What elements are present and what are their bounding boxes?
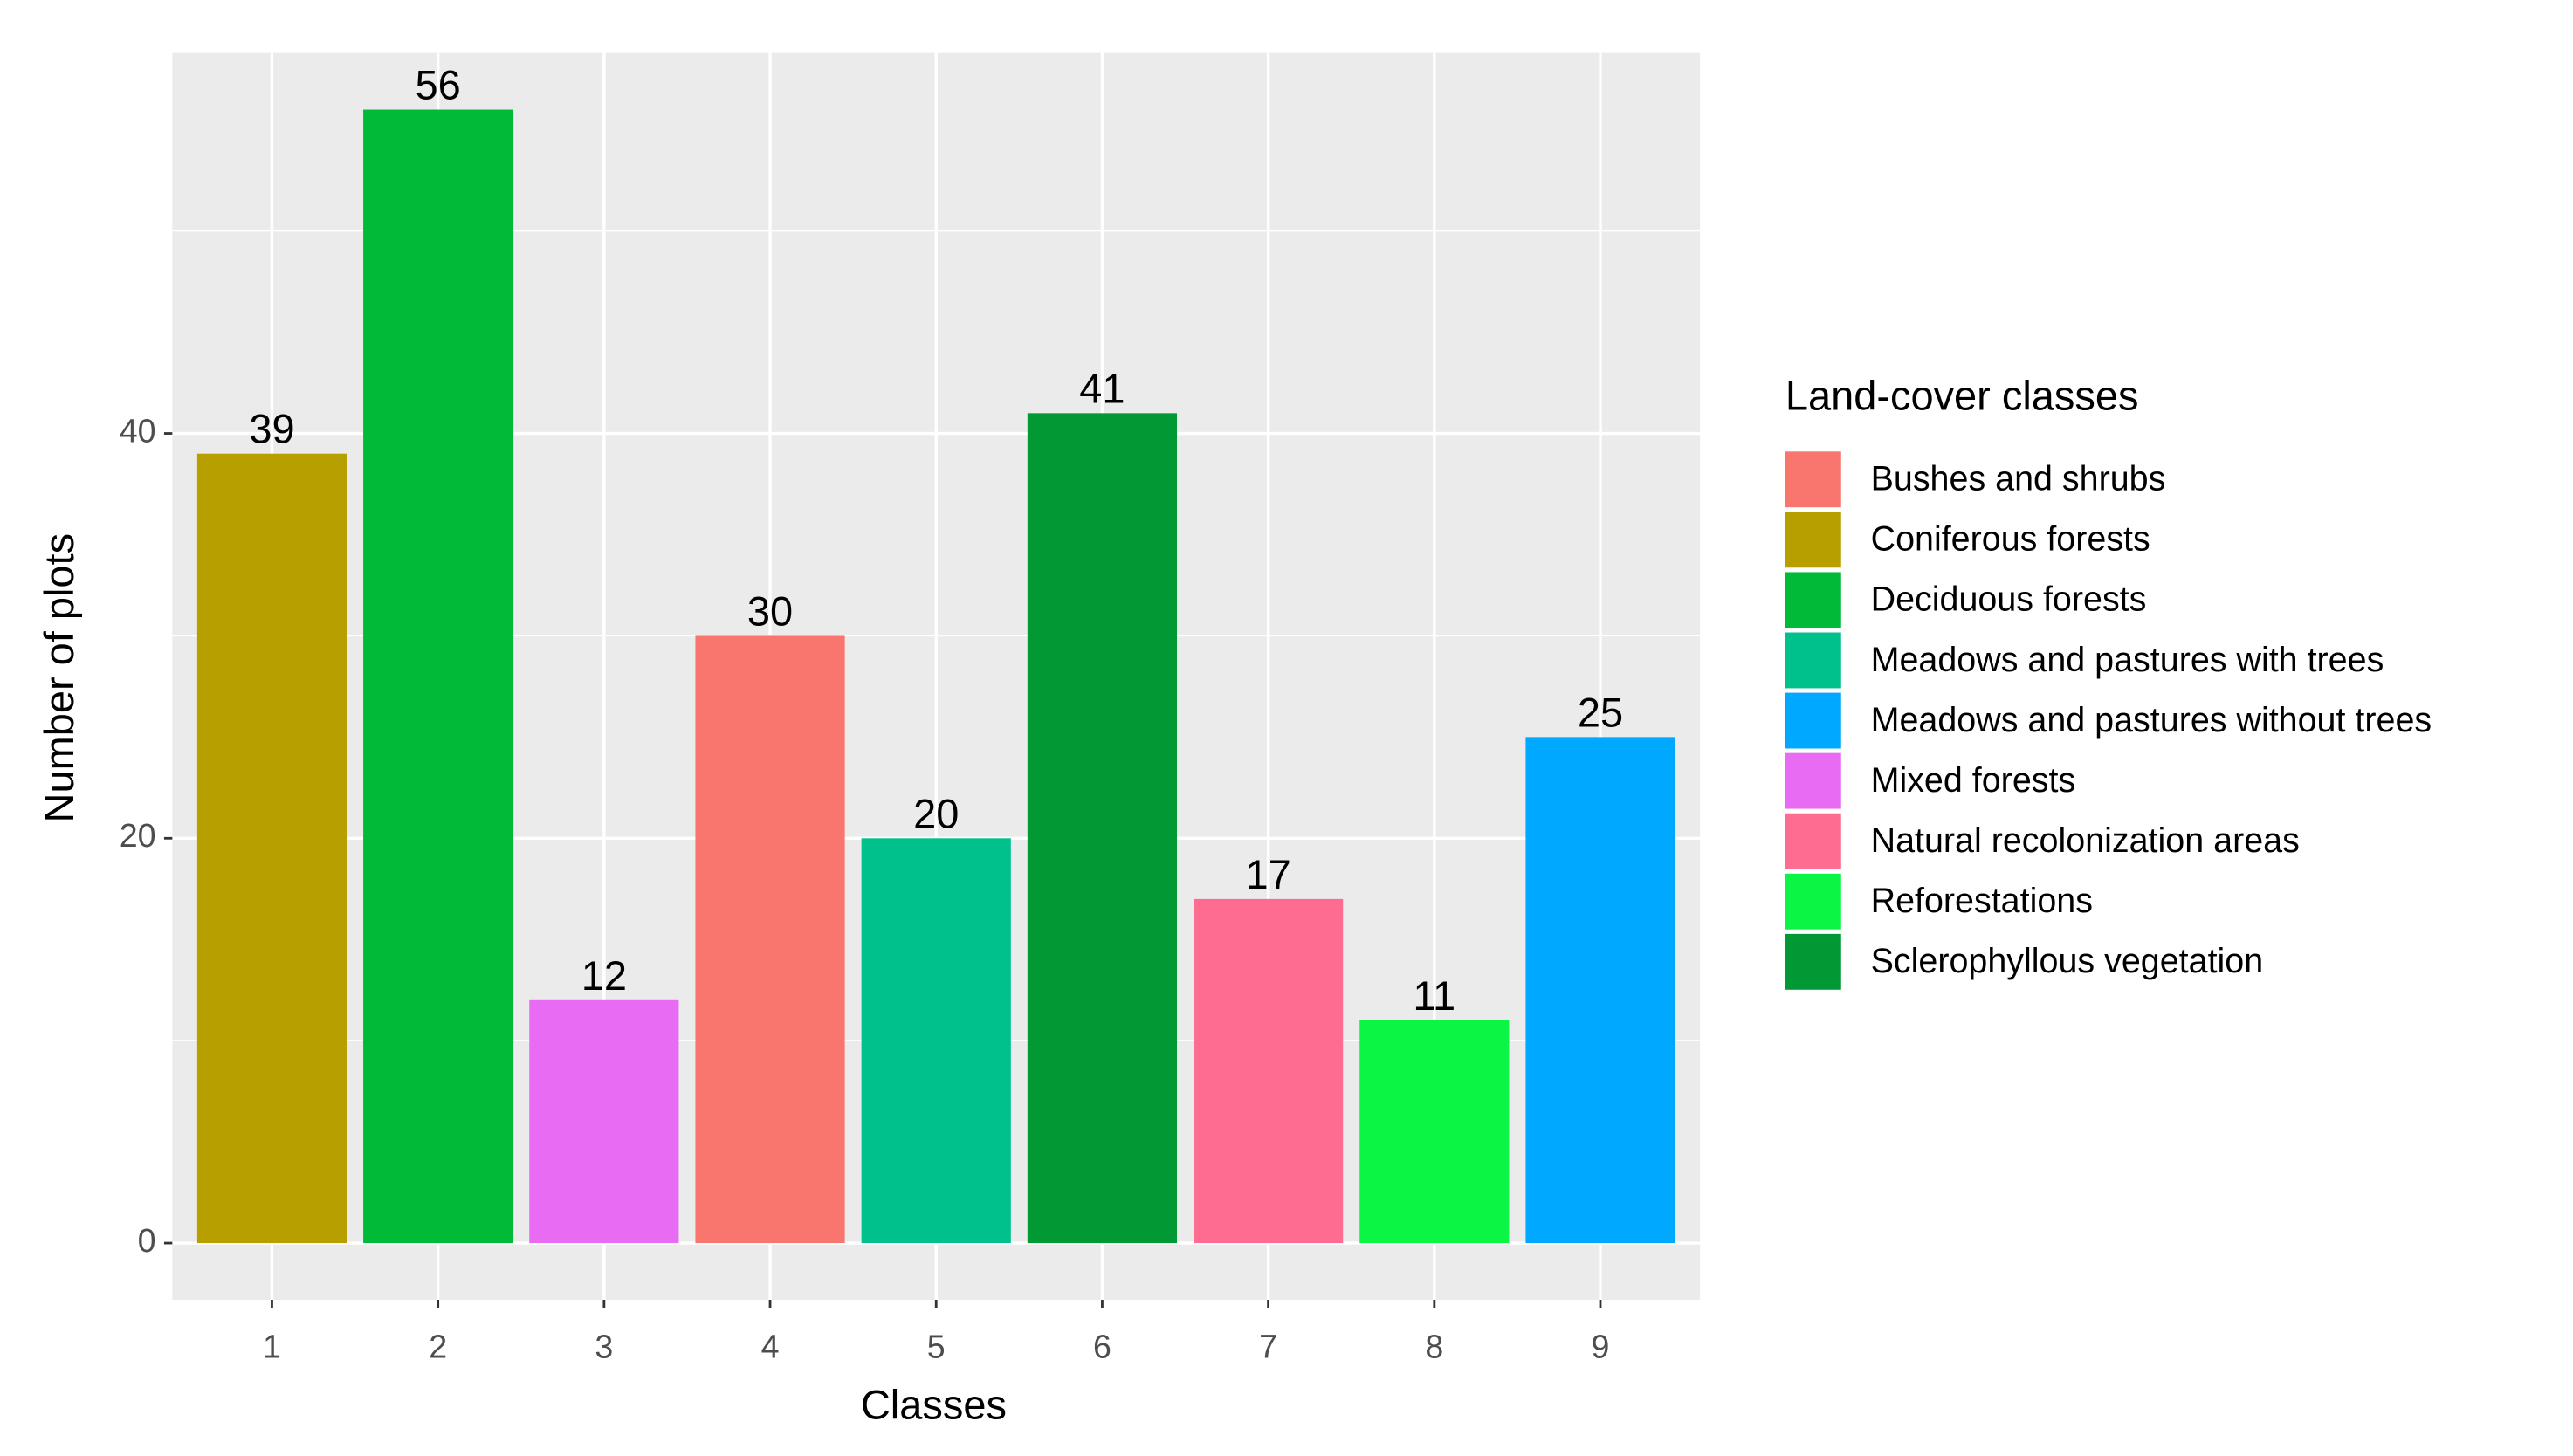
legend-key <box>1785 692 1841 749</box>
x-tick-label: 1 <box>263 1328 281 1364</box>
bar <box>1525 737 1675 1244</box>
y-tick-label: 40 <box>120 412 156 449</box>
legend-key <box>1785 813 1841 869</box>
legend-key <box>1785 451 1841 508</box>
legend-label: Reforestations <box>1871 882 2093 920</box>
y-axis-title: Number of plots <box>36 533 82 823</box>
legend-label: Meadows and pastures with trees <box>1871 641 2384 679</box>
value-label: 12 <box>581 952 627 999</box>
x-tick-label: 5 <box>927 1328 946 1364</box>
legend-key <box>1785 873 1841 930</box>
bar <box>196 453 347 1244</box>
bar <box>695 635 845 1244</box>
legend-key <box>1785 512 1841 568</box>
x-tick-label: 6 <box>1093 1328 1111 1364</box>
legend-key <box>1785 572 1841 628</box>
legend-key <box>1785 632 1841 689</box>
legend-label: Deciduous forests <box>1871 580 2147 619</box>
bar <box>1027 413 1178 1244</box>
value-label: 39 <box>249 406 294 452</box>
legend-label: Meadows and pastures without trees <box>1871 701 2432 739</box>
x-tick-label: 9 <box>1592 1328 1610 1364</box>
value-label: 20 <box>913 790 959 836</box>
legend-label: Mixed forests <box>1871 761 2076 800</box>
legend-label: Coniferous forests <box>1871 520 2150 559</box>
x-tick-label: 2 <box>429 1328 447 1364</box>
x-tick-label: 8 <box>1425 1328 1443 1364</box>
x-tick-label: 4 <box>761 1328 780 1364</box>
y-tick-label: 20 <box>120 817 156 854</box>
value-label: 41 <box>1079 365 1125 411</box>
x-tick-label: 3 <box>595 1328 613 1364</box>
x-tick-label: 7 <box>1259 1328 1277 1364</box>
value-label: 17 <box>1245 851 1290 897</box>
y-tick-label: 0 <box>138 1222 156 1259</box>
legend-key <box>1785 933 1841 990</box>
bar <box>1194 898 1344 1244</box>
bar <box>1359 1020 1510 1244</box>
bar <box>861 838 1011 1244</box>
value-label: 25 <box>1578 689 1623 735</box>
value-label: 11 <box>1413 972 1455 1019</box>
legend-key <box>1785 752 1841 809</box>
value-label: 30 <box>747 587 793 634</box>
legend-label: Bushes and shrubs <box>1871 460 2166 498</box>
value-label: 56 <box>416 62 461 108</box>
x-axis-title: Classes <box>861 1381 1007 1427</box>
bar <box>363 109 513 1244</box>
legend-title: Land-cover classes <box>1785 373 2139 419</box>
bar <box>529 999 679 1244</box>
legend-label: Sclerophyllous vegetation <box>1871 942 2264 980</box>
legend-label: Natural recolonization areas <box>1871 821 2300 860</box>
